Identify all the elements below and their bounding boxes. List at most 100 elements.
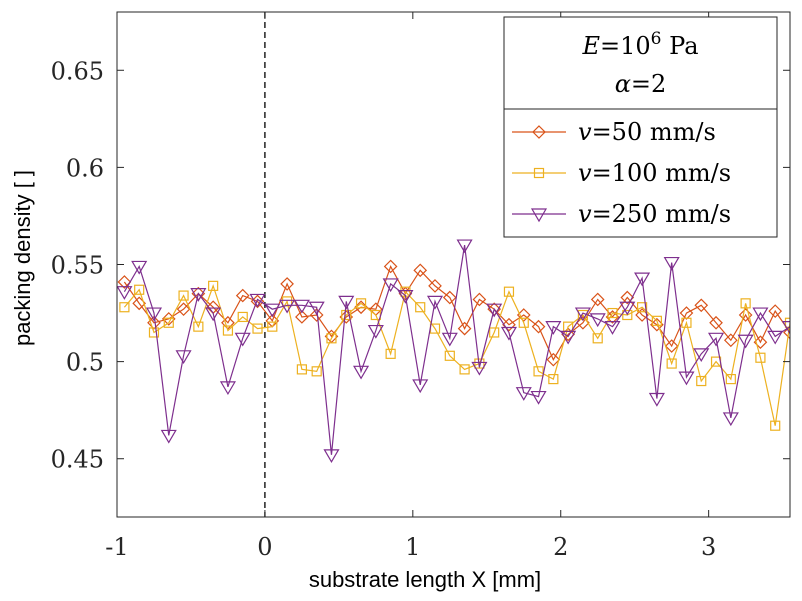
data-point xyxy=(237,311,248,323)
y-tick-label: 0.6 xyxy=(66,154,104,182)
legend-swatch-marker xyxy=(532,125,546,139)
data-point xyxy=(311,366,322,377)
data-point xyxy=(175,350,192,364)
series-2 xyxy=(117,239,790,464)
data-point xyxy=(178,290,189,301)
legend-entry-2: v=250 mm/s xyxy=(512,200,731,228)
data-point xyxy=(412,379,429,394)
x-tick-label: 0 xyxy=(257,533,272,561)
data-point xyxy=(694,298,709,313)
data-point xyxy=(397,289,414,304)
legend-swatch-marker xyxy=(533,167,545,179)
data-point xyxy=(530,390,547,405)
data-point xyxy=(456,239,473,254)
data-point xyxy=(548,373,559,385)
data-point xyxy=(208,280,219,291)
legend-label: v=250 mm/s xyxy=(578,200,731,228)
data-point xyxy=(500,326,518,341)
x-tick-label: 2 xyxy=(553,533,568,561)
legend-swatch-marker xyxy=(530,208,548,223)
data-point xyxy=(489,327,500,338)
data-point xyxy=(590,292,605,307)
legend-label: v=50 mm/s xyxy=(578,118,716,146)
legend-box xyxy=(503,16,778,238)
data-point xyxy=(592,333,603,344)
data-point xyxy=(546,352,561,367)
x-tick-label: 3 xyxy=(701,533,716,561)
data-point xyxy=(131,260,148,275)
data-point xyxy=(471,361,488,376)
data-point xyxy=(783,325,790,340)
y-tick-label: 0.5 xyxy=(66,349,104,377)
data-point xyxy=(148,327,160,338)
data-point xyxy=(415,302,426,313)
data-point xyxy=(589,313,606,328)
data-point xyxy=(264,303,281,318)
legend-label: v=100 mm/s xyxy=(578,159,731,187)
data-point xyxy=(295,310,309,324)
x-tick-label: 1 xyxy=(405,533,420,561)
data-point xyxy=(502,317,516,332)
data-point xyxy=(770,420,781,431)
data-point xyxy=(723,333,738,348)
data-point xyxy=(163,317,174,328)
data-point xyxy=(341,309,352,321)
data-point xyxy=(574,307,591,322)
data-point xyxy=(442,290,457,305)
data-point xyxy=(681,317,692,328)
data-point xyxy=(607,307,618,319)
data-point xyxy=(531,319,546,334)
data-point xyxy=(279,299,296,314)
data-point xyxy=(382,278,399,293)
data-point xyxy=(267,321,278,332)
data-point xyxy=(119,302,130,313)
data-point xyxy=(679,306,694,320)
data-point xyxy=(326,333,337,344)
data-point xyxy=(426,295,444,310)
data-point xyxy=(160,429,177,444)
data-point xyxy=(117,286,133,300)
legend-entry-0: v=50 mm/s xyxy=(512,118,716,146)
series-line xyxy=(123,264,790,361)
data-point xyxy=(722,412,739,427)
series-line xyxy=(123,284,790,426)
data-point xyxy=(145,307,163,322)
data-point xyxy=(249,293,266,308)
data-point xyxy=(355,298,367,309)
data-point xyxy=(648,392,665,407)
legend: E=106 Pa α=2 v=50 mm/s v=100 mm/s v=250 mm/s xyxy=(503,16,778,238)
data-point xyxy=(740,298,751,309)
data-point xyxy=(755,352,766,363)
data-point xyxy=(486,303,503,318)
data-point xyxy=(781,321,790,335)
legend-entry-1: v=100 mm/s xyxy=(512,159,731,187)
y-tick-label: 0.55 xyxy=(51,252,104,280)
data-point xyxy=(752,307,769,322)
data-point xyxy=(663,256,680,271)
data-point xyxy=(545,321,562,335)
data-point xyxy=(252,323,263,334)
data-point xyxy=(561,327,575,342)
data-point xyxy=(474,358,485,369)
data-point xyxy=(219,381,236,396)
data-point xyxy=(737,334,754,349)
data-point xyxy=(472,292,487,307)
data-point xyxy=(515,387,532,401)
data-point xyxy=(620,290,635,305)
data-point xyxy=(738,308,753,322)
data-point xyxy=(707,332,725,347)
data-point xyxy=(693,348,710,363)
data-point xyxy=(444,350,455,361)
y-tick-label: 0.45 xyxy=(51,446,104,474)
data-point xyxy=(725,373,736,385)
data-point xyxy=(441,332,458,347)
data-point xyxy=(222,325,234,336)
data-point xyxy=(176,302,191,317)
data-point xyxy=(767,330,784,345)
data-point xyxy=(768,304,783,318)
series-line xyxy=(123,244,790,455)
data-point xyxy=(367,324,384,339)
data-point xyxy=(193,321,204,332)
data-point xyxy=(709,315,723,330)
